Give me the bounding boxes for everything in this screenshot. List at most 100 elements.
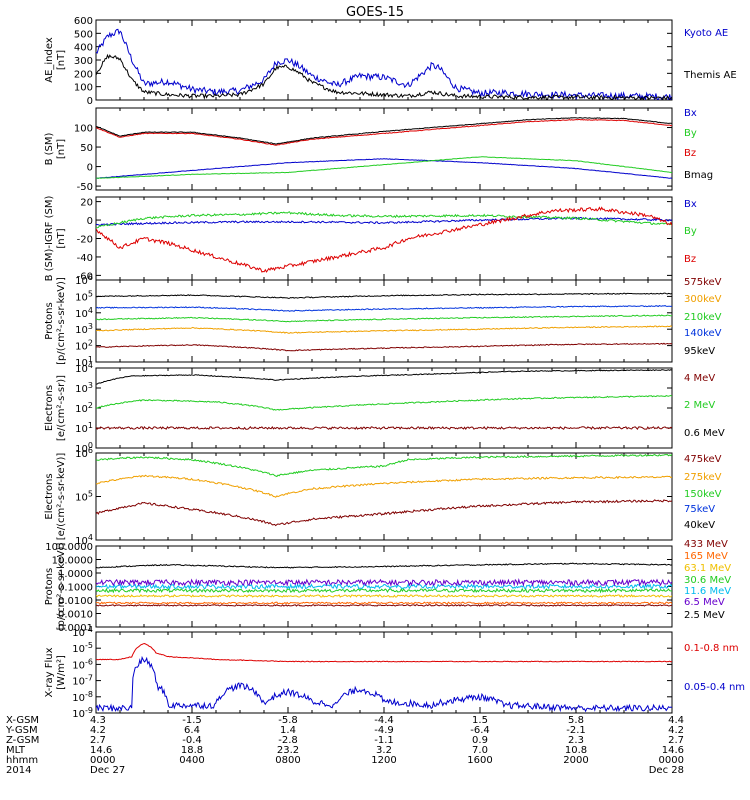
y-tick-label: 101: [75, 355, 93, 369]
series-line-by: [96, 211, 672, 229]
series-line-bx: [96, 216, 672, 226]
legend-label: Bx: [684, 199, 697, 210]
series-line-300kev: [96, 325, 672, 334]
panel-frame: [95, 545, 673, 628]
y-tick-label: 50: [80, 143, 93, 154]
y-tick-label: 10-8: [72, 690, 93, 704]
series-line-210kev: [96, 314, 672, 323]
legend-label: 150keV: [684, 489, 722, 500]
y-axis-label: [e/(cm²-s-sr)]: [56, 375, 67, 441]
legend-label: 575keV: [684, 277, 722, 288]
legend-label: 210keV: [684, 312, 722, 323]
y-tick-label: 600: [74, 16, 93, 27]
x-axis-value: -1.5: [182, 715, 202, 726]
y-axis-label: Protons: [44, 302, 55, 339]
series-line-63-1-mev: [96, 593, 672, 598]
y-axis-label: B (SM)-IGRF (SM): [44, 196, 55, 282]
y-tick-label: 500: [74, 29, 93, 40]
y-tick-label: 20: [80, 198, 93, 209]
y-axis-label: B (SM): [44, 132, 55, 165]
legend-label: 0.05-0.4 nm: [684, 682, 745, 693]
y-tick-label: -50: [77, 182, 93, 193]
y-tick-label: 10-9: [72, 706, 93, 720]
y-axis-label: [p/(cm²-s-sr-keV)]: [56, 277, 67, 365]
panel-b_sm: -50 0 50 100 B (SM) [nT] Bx By Bz Bmag: [44, 107, 713, 193]
legend-label: 433 MeV: [684, 539, 728, 550]
y-tick-label: -20: [77, 235, 93, 246]
panel-protons_mev: 0.0001 0.0010 0.0100 0.1000 1.0000 10.0000 100…: [44, 539, 731, 634]
panel-electrons_mev: 100 101 102 103 104 Electrons [e/(cm²-s-sr)] 4 …: [44, 361, 725, 455]
y-tick-label: 105: [75, 490, 93, 504]
panel-frame: [95, 367, 673, 449]
x-axis-value: 1.4: [280, 725, 296, 736]
x-axis-value: 0000: [659, 755, 684, 766]
x-axis-value: -1.1: [374, 735, 394, 746]
legend-label: 140keV: [684, 328, 722, 339]
y-tick-label: -40: [77, 253, 93, 264]
x-axis-value: 10.8: [565, 745, 587, 756]
series-line-275kev: [96, 474, 672, 498]
panel-ae_index: 0 100 200 300 400 500 600 AE_index [nT] Kyoto AE T…: [44, 16, 737, 107]
y-tick-label: 104: [75, 306, 93, 320]
panel-frame: [95, 279, 673, 363]
y-tick-label: 101: [75, 421, 93, 435]
x-axis-value: 3.2: [376, 745, 392, 756]
y-tick-label: 100: [74, 124, 93, 135]
y-tick-label: 0.0100: [58, 596, 93, 607]
series-line-bmag: [96, 117, 672, 145]
legend-label: 40keV: [684, 520, 715, 531]
y-tick-label: 400: [74, 43, 93, 54]
series-line-bx: [96, 158, 672, 179]
x-axis-value: 2000: [563, 755, 588, 766]
x-axis-value: 0.9: [472, 735, 488, 746]
x-axis-value: 0000: [90, 755, 115, 766]
legend-label: 4 MeV: [684, 373, 715, 384]
y-tick-label: 200: [74, 69, 93, 80]
panel-protons_low: 101 102 103 104 105 106 Protons [p/(cm²-s-sr-ke…: [44, 273, 722, 369]
x-axis-value: -6.4: [470, 725, 490, 736]
y-tick-label: 0: [87, 163, 93, 174]
legend-label: Bz: [684, 148, 696, 159]
y-tick-label: 0.1000: [58, 583, 93, 594]
y-tick-label: 103: [75, 322, 93, 336]
y-tick-label: 102: [75, 339, 93, 353]
x-axis-value: 4.2: [668, 725, 684, 736]
series-line-by: [96, 156, 672, 179]
x-axis-value: -2.8: [278, 735, 298, 746]
x-axis-value: 2.7: [668, 735, 684, 746]
legend-label: By: [684, 128, 697, 139]
panel-frame: [95, 631, 673, 714]
x-axis-table: X-GSMY-GSMZ-GSMMLThhmm20144.34.22.714.60…: [5, 715, 684, 776]
x-axis-value: -5.8: [278, 715, 298, 726]
panel-xray: 10-9 10-8 10-7 10-6 10-5 10-4 X-ray Flux [W/m²]…: [44, 625, 745, 720]
x-axis-value: 4.4: [668, 715, 684, 726]
legend-label: 475keV: [684, 454, 722, 465]
x-axis-value: 7.0: [472, 745, 488, 756]
x-axis-value: 18.8: [181, 745, 203, 756]
x-axis-value: -4.4: [374, 715, 394, 726]
y-tick-label: 0.0010: [58, 610, 93, 621]
y-tick-label: 106: [75, 273, 93, 287]
y-tick-label: 10-4: [72, 625, 93, 639]
x-axis-row-label: X-GSM: [6, 715, 39, 726]
x-axis-value: 6.4: [184, 725, 200, 736]
x-axis-value: 14.6: [662, 745, 684, 756]
x-axis-value: 0400: [179, 755, 204, 766]
series-line-11-6-mev: [96, 583, 672, 590]
x-axis-row-label: 2014: [6, 765, 31, 776]
series-line-0-05-0-4-nm: [96, 655, 672, 713]
legend-label: 0.1-0.8 nm: [684, 643, 739, 654]
x-axis-value: -0.4: [182, 735, 202, 746]
legend-label: 11.6 MeV: [684, 586, 731, 597]
x-axis-row-label: Y-GSM: [5, 725, 38, 736]
x-axis-value: 14.6: [90, 745, 112, 756]
series-line-bz: [96, 206, 672, 273]
series-line-0-6-mev: [96, 369, 672, 385]
x-axis-value: 1200: [371, 755, 396, 766]
y-tick-label: 102: [75, 401, 93, 415]
x-axis-value: Dec 27: [90, 765, 125, 776]
y-tick-label: 0: [87, 216, 93, 227]
series-line-150kev: [96, 453, 672, 478]
panel-b_sm_igrf: -60 -40 -20 0 20 B (SM)-IGRF (SM) [nT] Bx By Bz: [44, 196, 697, 283]
